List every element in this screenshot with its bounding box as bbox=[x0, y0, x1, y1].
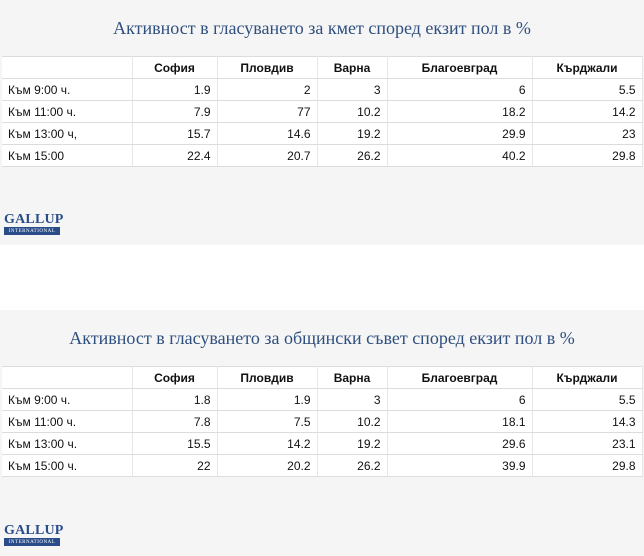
section: Активност в гласуването за общински съве… bbox=[0, 310, 644, 556]
table-cell: 29.6 bbox=[387, 432, 533, 455]
section-title: Активност в гласуването за кмет според е… bbox=[113, 18, 531, 38]
header-cell: Пловдив bbox=[217, 56, 318, 79]
table-cell: 19.2 bbox=[317, 122, 388, 145]
table-cell: 7.9 bbox=[132, 100, 218, 123]
header-cell: Кърджали bbox=[532, 366, 643, 389]
table-cell: 14.2 bbox=[217, 432, 318, 455]
table-cell: 1.9 bbox=[217, 388, 318, 411]
table-cell: 40.2 bbox=[387, 144, 533, 167]
table-cell: 18.1 bbox=[387, 410, 533, 433]
row-label: Към 9:00 ч. bbox=[2, 78, 133, 101]
data-table: София Пловдив Варна Благоевград Кърджали Към … bbox=[2, 366, 643, 477]
header-cell bbox=[2, 56, 133, 79]
table-cell: 5.5 bbox=[532, 78, 643, 101]
header-cell: Варна bbox=[317, 56, 388, 79]
logo-sub: INTERNATIONAL bbox=[4, 540, 60, 546]
data-table: София Пловдив Варна Благоевград Кърджали Към … bbox=[2, 56, 643, 167]
table-cell: 1.8 bbox=[132, 388, 218, 411]
header-row: София Пловдив Варна Благоевград Кърджали bbox=[2, 56, 643, 79]
table-cell: 5.5 bbox=[532, 388, 643, 411]
header-cell: Варна bbox=[317, 366, 388, 389]
table-cell: 39.9 bbox=[387, 454, 533, 477]
table-cell: 22.4 bbox=[132, 144, 218, 167]
table-cell: 18.2 bbox=[387, 100, 533, 123]
section: Активност в гласуването за кмет според е… bbox=[0, 0, 644, 245]
table-cell: 77 bbox=[217, 100, 318, 123]
table-cell: 7.5 bbox=[217, 410, 318, 433]
table-cell: 10.2 bbox=[317, 100, 388, 123]
logo-name: GALLUP bbox=[4, 523, 64, 540]
table-cell: 7.8 bbox=[132, 410, 218, 433]
table-cell: 29.8 bbox=[532, 454, 643, 477]
header-cell: София bbox=[132, 56, 218, 79]
table-cell: 26.2 bbox=[317, 144, 388, 167]
table-row: Към 9:00 ч. 1.9 2 3 6 5.5 bbox=[2, 78, 643, 101]
gallup-logo: GALLUP INTERNATIONAL bbox=[4, 523, 64, 546]
table-cell: 2 bbox=[217, 78, 318, 101]
table-row: Към 15:00 22.4 20.7 26.2 40.2 29.8 bbox=[2, 144, 643, 167]
table-row: Към 15:00 ч. 22 20.2 26.2 39.9 29.8 bbox=[2, 454, 643, 477]
table-cell: 10.2 bbox=[317, 410, 388, 433]
table-row: Към 13:00 ч, 15.7 14.6 19.2 29.9 23 bbox=[2, 122, 643, 145]
table-cell: 6 bbox=[387, 78, 533, 101]
table-cell: 20.2 bbox=[217, 454, 318, 477]
table-row: Към 11:00 ч. 7.8 7.5 10.2 18.1 14.3 bbox=[2, 410, 643, 433]
table-cell: 29.9 bbox=[387, 122, 533, 145]
table-cell: 23.1 bbox=[532, 432, 643, 455]
header-cell: Кърджали bbox=[532, 56, 643, 79]
row-label: Към 13:00 ч. bbox=[2, 432, 133, 455]
row-label: Към 11:00 ч. bbox=[2, 410, 133, 433]
row-label: Към 15:00 bbox=[2, 144, 133, 167]
table-cell: 22 bbox=[132, 454, 218, 477]
table-cell: 29.8 bbox=[532, 144, 643, 167]
header-cell: Благоевград bbox=[387, 366, 533, 389]
table-cell: 3 bbox=[317, 78, 388, 101]
row-label: Към 11:00 ч. bbox=[2, 100, 133, 123]
table-row: Към 11:00 ч. 7.9 77 10.2 18.2 14.2 bbox=[2, 100, 643, 123]
section-title: Активност в гласуването за общински съве… bbox=[69, 328, 575, 348]
header-cell: Благоевград bbox=[387, 56, 533, 79]
table-cell: 19.2 bbox=[317, 432, 388, 455]
table-cell: 3 bbox=[317, 388, 388, 411]
row-label: Към 13:00 ч, bbox=[2, 122, 133, 145]
header-cell: София bbox=[132, 366, 218, 389]
table-cell: 15.7 bbox=[132, 122, 218, 145]
row-label: Към 9:00 ч. bbox=[2, 388, 133, 411]
table-cell: 14.6 bbox=[217, 122, 318, 145]
header-cell bbox=[2, 366, 133, 389]
logo-sub: INTERNATIONAL bbox=[4, 229, 60, 235]
table-cell: 15.5 bbox=[132, 432, 218, 455]
header-row: София Пловдив Варна Благоевград Кърджали bbox=[2, 366, 643, 389]
table-cell: 14.2 bbox=[532, 100, 643, 123]
table-cell: 14.3 bbox=[532, 410, 643, 433]
table-cell: 6 bbox=[387, 388, 533, 411]
table-row: Към 9:00 ч. 1.8 1.9 3 6 5.5 bbox=[2, 388, 643, 411]
row-label: Към 15:00 ч. bbox=[2, 454, 133, 477]
gallup-logo: GALLUP INTERNATIONAL bbox=[4, 212, 64, 235]
table-row: Към 13:00 ч. 15.5 14.2 19.2 29.6 23.1 bbox=[2, 432, 643, 455]
header-cell: Пловдив bbox=[217, 366, 318, 389]
table-cell: 26.2 bbox=[317, 454, 388, 477]
table-cell: 1.9 bbox=[132, 78, 218, 101]
logo-name: GALLUP bbox=[4, 212, 64, 229]
table-cell: 20.7 bbox=[217, 144, 318, 167]
table-cell: 23 bbox=[532, 122, 643, 145]
